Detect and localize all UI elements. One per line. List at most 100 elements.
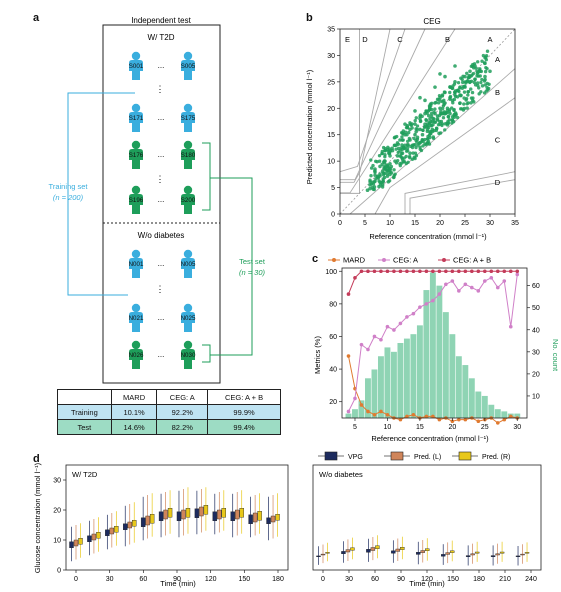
y-tick-label: 20 xyxy=(53,508,61,515)
data-point xyxy=(381,160,386,164)
person-icon: S200 xyxy=(181,185,196,214)
data-point xyxy=(482,61,487,65)
data-point xyxy=(418,95,422,100)
data-point xyxy=(468,69,472,74)
series-point xyxy=(385,324,390,329)
series-point xyxy=(418,305,422,309)
legend-item: CEG: A xyxy=(378,256,418,265)
count-bar xyxy=(449,334,456,418)
table-cell: 82.2% xyxy=(156,419,209,435)
zone-label: A xyxy=(487,35,492,44)
x-tick-label: 0 xyxy=(74,576,78,583)
series-point xyxy=(450,269,455,274)
data-point xyxy=(430,107,434,112)
data-point xyxy=(365,188,370,193)
count-bar xyxy=(390,351,397,418)
series-point xyxy=(372,334,377,339)
data-point xyxy=(459,93,463,98)
series-point xyxy=(431,414,435,419)
box xyxy=(425,548,430,551)
box xyxy=(350,547,355,551)
data-point xyxy=(450,118,455,122)
count-bar xyxy=(455,356,462,418)
data-point xyxy=(414,116,418,120)
data-point xyxy=(473,77,477,81)
data-point xyxy=(478,67,482,71)
count-bar xyxy=(442,312,449,418)
box xyxy=(145,515,150,526)
training-set-n: (n = 200) xyxy=(53,193,84,202)
series-point xyxy=(508,414,513,419)
data-point xyxy=(465,71,469,75)
data-point xyxy=(440,123,444,128)
series-point xyxy=(353,275,357,280)
box xyxy=(239,508,244,518)
series-point xyxy=(398,417,403,422)
box xyxy=(391,550,396,554)
data-point xyxy=(400,131,405,135)
y-tick-label: 5 xyxy=(331,185,335,192)
data-point xyxy=(439,119,444,124)
data-point xyxy=(485,49,490,53)
y-tick-label: 80 xyxy=(329,301,337,308)
box xyxy=(520,553,525,556)
data-point xyxy=(446,114,451,119)
data-point xyxy=(441,116,446,120)
data-point xyxy=(394,143,398,147)
series-point xyxy=(457,417,461,422)
data-point xyxy=(392,175,396,179)
data-point xyxy=(412,142,417,147)
y-tick-label: 20 xyxy=(329,399,337,406)
data-point xyxy=(380,151,384,156)
count-bar xyxy=(468,378,475,418)
box xyxy=(78,537,83,545)
series-point xyxy=(502,279,507,283)
box xyxy=(158,511,164,521)
group2-title: W/o diabetes xyxy=(138,231,185,240)
data-point xyxy=(438,72,442,76)
data-point xyxy=(448,85,453,89)
x-tick-label: 5 xyxy=(363,220,367,227)
series-point xyxy=(366,269,370,274)
data-point xyxy=(405,143,410,147)
data-point xyxy=(462,90,467,94)
series-point xyxy=(470,269,474,274)
data-point xyxy=(420,132,425,137)
y2-tick-label: 30 xyxy=(532,349,540,356)
ellipsis: ... xyxy=(158,195,165,204)
zone-boundary xyxy=(349,68,516,215)
data-point xyxy=(417,141,421,146)
series-point xyxy=(437,417,442,422)
series-point xyxy=(366,409,370,414)
zone-boundary xyxy=(340,28,426,181)
series-point xyxy=(398,269,403,274)
box xyxy=(370,547,376,551)
data-point xyxy=(378,183,383,187)
vertical-ellipsis: ⋮ xyxy=(156,84,165,94)
plot-frame xyxy=(341,267,528,419)
y-axis-label: Predicted concentration (mmol l⁻¹) xyxy=(305,69,314,184)
series-point xyxy=(405,315,409,319)
series-point xyxy=(476,269,481,274)
y-tick-label: 35 xyxy=(327,27,335,34)
series-point xyxy=(431,269,435,274)
series-point xyxy=(489,269,494,274)
data-point xyxy=(405,123,410,128)
data-point xyxy=(441,104,446,108)
data-point xyxy=(405,133,409,137)
data-point xyxy=(410,145,415,150)
series-point xyxy=(444,282,448,287)
y-tick-label: 40 xyxy=(329,367,337,374)
legend-item: MARD xyxy=(328,256,366,265)
series-point xyxy=(463,269,468,274)
data-point xyxy=(400,135,404,139)
series-point xyxy=(470,285,474,290)
y-tick-label: 0 xyxy=(57,568,61,575)
data-point xyxy=(369,158,373,162)
y-tick-label: 30 xyxy=(327,53,335,60)
data-point xyxy=(433,120,438,124)
series-point xyxy=(424,414,429,419)
series-point xyxy=(450,279,455,283)
box xyxy=(163,509,168,520)
series-point xyxy=(359,403,364,407)
